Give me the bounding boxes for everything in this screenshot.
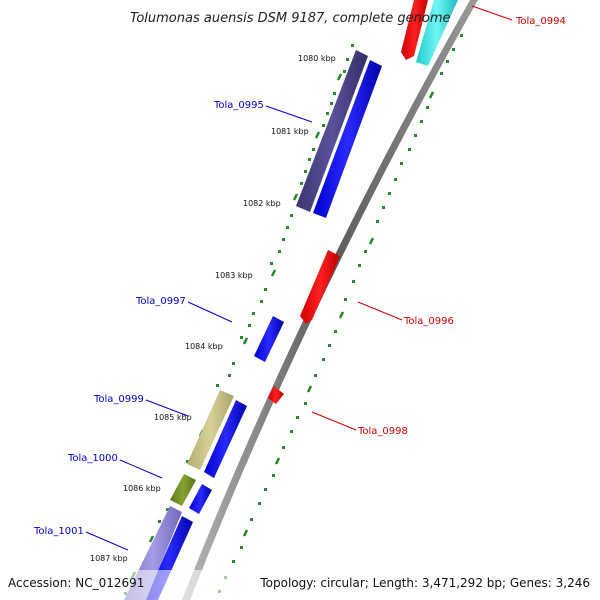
footer-info: Accession: NC_012691 Topology: circular;…	[0, 570, 600, 600]
gene-block-forward-1086	[189, 484, 212, 514]
leader-line-tola-0997	[187, 301, 233, 323]
tick-label: 1082 kbp	[243, 199, 281, 208]
accession-text: Accession: NC_012691	[8, 576, 144, 590]
gene-block-tola-0994	[401, 0, 428, 60]
gene-labels: Tola_0994 Tola_0995 Tola_0996 Tola_0997 …	[33, 16, 566, 537]
leader-line-tola-0998	[311, 411, 357, 431]
gene-block-tola-0995-forward	[313, 60, 382, 218]
gene-label-tola-0996: Tola_0996	[403, 316, 454, 327]
leader-line-tola-1001	[85, 531, 129, 551]
tick-label: 1086 kbp	[123, 484, 161, 493]
label-leader-lines	[85, 5, 513, 551]
gene-label-tola-0997: Tola_0997	[135, 296, 186, 307]
tick-label: 1085 kbp	[154, 413, 192, 422]
gene-block-tola-0995	[296, 50, 368, 212]
gene-block-tola-0996	[300, 250, 340, 324]
gene-block-tola-0994-cyan	[416, 0, 458, 66]
leader-line-tola-0999	[145, 399, 189, 417]
leader-line-tola-1000	[119, 459, 163, 479]
gene-block-tola-1000	[170, 474, 196, 506]
kbp-tick-labels: 1080 kbp 1081 kbp 1082 kbp 1083 kbp 1084…	[90, 54, 336, 563]
gene-block-tola-0999	[187, 390, 234, 470]
tick-marks-inner	[130, 73, 343, 579]
tick-label: 1083 kbp	[215, 271, 253, 280]
gene-label-tola-0998: Tola_0998	[357, 426, 408, 437]
map-title: Tolumonas auensis DSM 9187, complete gen…	[130, 11, 451, 26]
tick-label: 1080 kbp	[298, 54, 336, 63]
tick-label: 1084 kbp	[185, 342, 223, 351]
tick-label: 1087 kbp	[90, 554, 128, 563]
tick-marks-outer	[242, 91, 435, 537]
genome-backbone	[182, 0, 478, 600]
gene-inner-track	[124, 50, 368, 600]
gene-forward-track	[145, 60, 382, 600]
tick-ring-inner	[124, 44, 354, 595]
tick-label: 1081 kbp	[271, 127, 309, 136]
gene-block-forward-1085	[204, 400, 247, 478]
gene-reverse-track	[268, 0, 458, 404]
gene-label-tola-0995: Tola_0995	[213, 100, 264, 111]
leader-line-tola-0994	[471, 5, 513, 21]
gene-label-tola-1000: Tola_1000	[67, 453, 118, 464]
leader-line-tola-0995	[265, 105, 313, 123]
leader-line-tola-0996	[357, 301, 403, 321]
gene-block-tola-0998	[268, 386, 284, 404]
gene-label-tola-0994: Tola_0994	[515, 16, 566, 27]
gene-label-tola-0999: Tola_0999	[93, 394, 144, 405]
topology-text: Topology: circular; Length: 3,471,292 bp…	[259, 576, 590, 590]
gene-block-tola-0997	[254, 316, 284, 362]
gene-label-tola-1001: Tola_1001	[33, 526, 84, 537]
